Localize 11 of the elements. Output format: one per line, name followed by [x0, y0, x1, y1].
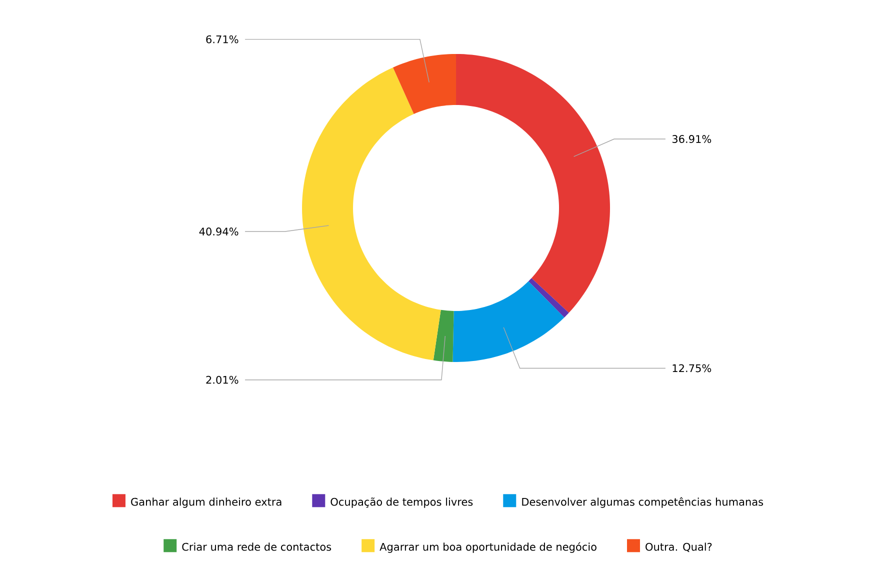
data-label: 2.01%: [206, 376, 238, 384]
legend-label: Ganhar algum dinheiro extra: [131, 498, 282, 508]
legend-label: Criar uma rede de contactos: [182, 542, 332, 551]
legend-label: Ocupação de tempos livres: [330, 497, 473, 508]
data-label: 12.75%: [672, 364, 712, 372]
legend-label: Agarrar um boa oportunidade de negócio: [380, 542, 596, 553]
data-label: 6.71%: [206, 35, 238, 44]
data-label: 36.91%: [672, 135, 712, 144]
legend-label: Outra. Qual?: [646, 542, 712, 552]
data-label: 40.94%: [199, 228, 238, 236]
legend-label: Desenvolver algumas competências humanas: [522, 497, 764, 508]
